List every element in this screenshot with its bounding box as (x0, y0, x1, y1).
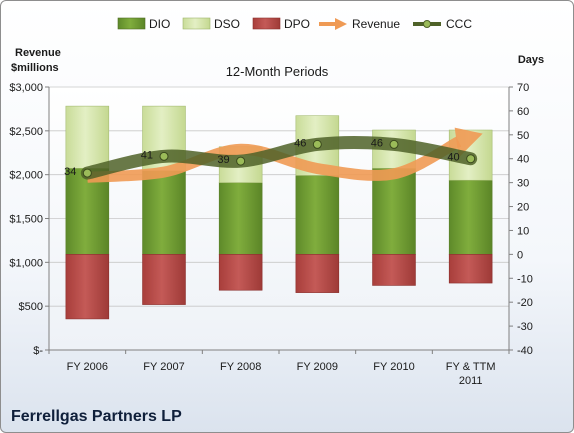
right-tick-label: 60 (517, 106, 529, 118)
right-tick-label: -10 (517, 273, 533, 285)
ccc-marker (236, 156, 246, 166)
legend-swatch-dso (182, 17, 211, 30)
ccc-line-path (80, 135, 478, 180)
ccc-data-label: 34 (64, 166, 76, 178)
bar-dio (372, 167, 416, 255)
bar-dio (448, 179, 493, 255)
legend-swatch-dpo (252, 17, 281, 30)
left-tick-label: $- (33, 345, 43, 357)
legend-label-revenue: Revenue (352, 17, 400, 31)
bar-dpo (372, 254, 416, 286)
right-tick-label: 50 (517, 130, 529, 142)
left-tick-label: $1,000 (9, 257, 43, 269)
legend-line-marker-icon (413, 20, 441, 28)
bar-dpo (65, 254, 110, 320)
right-tick-label: -30 (517, 321, 533, 333)
ccc-data-label: 46 (371, 137, 383, 149)
left-tick-label: $3,000 (9, 82, 43, 94)
legend-label-dpo: DPO (284, 17, 310, 31)
bar-dpo (218, 254, 263, 291)
ccc-marker (312, 139, 322, 149)
legend-swatch-dio (117, 17, 146, 30)
bar-dso (65, 105, 110, 169)
right-tick-label: 10 (517, 225, 529, 237)
right-tick-label: -20 (517, 297, 533, 309)
ccc-marker (389, 139, 399, 149)
revenue-arrow-head (454, 127, 483, 158)
ccc-marker (82, 168, 92, 178)
legend-item-revenue: Revenue (319, 17, 400, 31)
x-tick-label: FY 2007 (143, 361, 184, 373)
company-name: Ferrellgas Partners LP (11, 408, 182, 425)
ccc-data-label: 40 (447, 152, 459, 164)
right-tick-label: 20 (517, 202, 529, 214)
legend: DIO DSO DPO Revenue (117, 17, 472, 31)
legend-label-dio: DIO (149, 17, 170, 31)
ccc-marker (159, 151, 169, 161)
right-tick-label: 70 (517, 82, 529, 94)
bar-dpo (448, 254, 493, 284)
x-tick-label: FY 2009 (297, 361, 338, 373)
gridlines (49, 86, 509, 307)
legend-item-dio: DIO (117, 17, 170, 31)
ccc-marker (466, 154, 476, 164)
left-axis-label-line-1: Revenue (15, 47, 61, 59)
right-tick-label: 40 (517, 154, 529, 166)
bar-dpo (142, 254, 186, 305)
legend-item-dpo: DPO (252, 17, 310, 31)
x-tick-label: 2011 (459, 375, 483, 387)
legend-item-dso: DSO (182, 17, 240, 31)
bars (65, 105, 493, 320)
bar-dio (142, 170, 186, 255)
left-axis-label-line-2: $millions (11, 62, 59, 74)
left-tick-label: $2,000 (9, 170, 43, 182)
legend-label-dso: DSO (214, 17, 240, 31)
ccc-line: 34 41 39 46 46 40 (64, 135, 478, 180)
axes: $- $500 $1,000 $1,500 $2,000 $2,500 $3,000 -40 -… (9, 82, 533, 387)
right-axis-label: Days (518, 54, 544, 66)
bar-dio (218, 182, 263, 255)
bar-dpo (295, 254, 340, 293)
chart-title: 12-Month Periods (226, 64, 329, 79)
left-tick-label: $500 (19, 301, 43, 313)
x-tick-label: FY 2008 (220, 361, 261, 373)
ccc-data-label: 41 (141, 149, 153, 161)
bar-dio (65, 167, 110, 255)
x-tick-label: FY 2010 (373, 361, 414, 373)
x-tick-label: FY & TTM (446, 361, 496, 373)
bar-dio (295, 175, 340, 255)
legend-label-ccc: CCC (446, 17, 472, 31)
right-tick-label: 30 (517, 178, 529, 190)
legend-item-ccc: CCC (413, 17, 472, 31)
legend-arrow-icon (319, 18, 347, 30)
ccc-data-label: 39 (217, 154, 229, 166)
left-tick-label: $2,500 (9, 126, 43, 138)
ccc-data-label: 46 (294, 137, 306, 149)
left-tick-label: $1,500 (9, 214, 43, 226)
right-tick-label: -40 (517, 345, 533, 357)
right-tick-label: 0 (517, 249, 523, 261)
x-tick-label: FY 2006 (67, 361, 108, 373)
